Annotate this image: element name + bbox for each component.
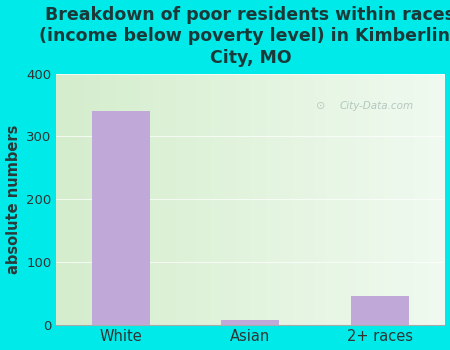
Text: City-Data.com: City-Data.com [340,101,414,111]
Bar [92,111,150,324]
Text: ⊙: ⊙ [315,101,325,111]
Bar [351,296,409,324]
Title: Breakdown of poor residents within races
(income below poverty level) in Kimberl: Breakdown of poor residents within races… [39,6,450,66]
Y-axis label: absolute numbers: absolute numbers [5,125,21,274]
Bar [221,320,279,324]
